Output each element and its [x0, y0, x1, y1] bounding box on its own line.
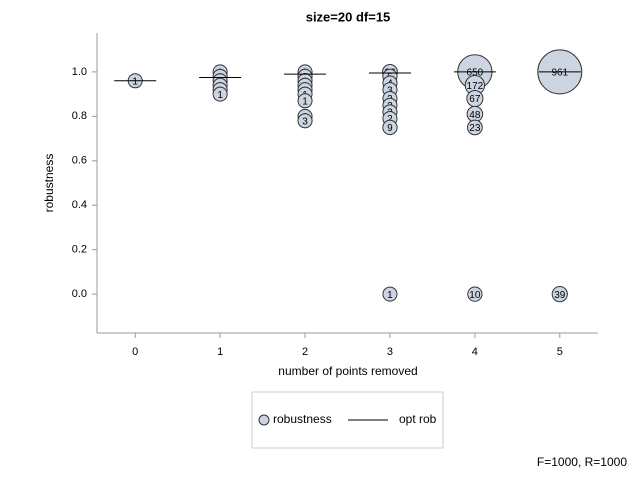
bubble-label: 961: [551, 68, 568, 79]
x-tick-label: 0: [132, 346, 138, 358]
bubble: [467, 286, 483, 302]
bubble-label: 1: [387, 290, 393, 301]
bubble-label: 1: [302, 96, 308, 107]
y-tick-label: 0.8: [72, 110, 87, 122]
bubble: [382, 119, 398, 136]
bubble-label: 650: [467, 68, 484, 79]
y-axis-label: robustness: [42, 154, 56, 213]
bubble-label: 3: [387, 85, 393, 96]
bubble-label: 23: [469, 123, 481, 134]
y-tick-label: 0.2: [72, 244, 87, 256]
legend-box: [251, 391, 444, 449]
bubble-label: 1: [217, 90, 223, 101]
legend-label: robustness: [273, 412, 332, 426]
x-tick-label: 1: [217, 346, 223, 358]
y-tick-label: 0.6: [72, 155, 87, 167]
bubble-label: 172: [467, 81, 484, 92]
bubble-label: 39: [554, 290, 566, 301]
legend-label: opt rob: [399, 412, 437, 426]
bubble-label: 67: [469, 94, 481, 105]
x-tick-label: 4: [472, 346, 478, 358]
y-tick-label: 1.0: [72, 66, 87, 78]
bubble: [297, 93, 313, 109]
bubble: [297, 113, 313, 129]
x-tick-label: 3: [387, 346, 393, 358]
x-axis-label: number of points removed: [278, 364, 417, 378]
bubble-label: 2: [387, 114, 393, 125]
bubble-label: 10: [469, 290, 481, 301]
bubble-label: 48: [469, 110, 481, 121]
annotation: F=1000, R=1000: [537, 455, 627, 469]
legend-marker: [258, 414, 270, 426]
bubble: [212, 86, 228, 102]
y-tick-label: 0.0: [72, 288, 87, 300]
chart-title: size=20 df=15: [306, 9, 391, 24]
bubble-label: 1: [132, 76, 138, 87]
bubble-label: 3: [302, 116, 308, 127]
bubble-label: 9: [387, 123, 393, 134]
x-tick-label: 2: [302, 346, 308, 358]
bubble: [382, 286, 398, 302]
bubble: [467, 119, 483, 136]
y-tick-label: 0.4: [72, 199, 87, 211]
bubble: [551, 286, 568, 303]
x-tick-label: 5: [557, 346, 563, 358]
